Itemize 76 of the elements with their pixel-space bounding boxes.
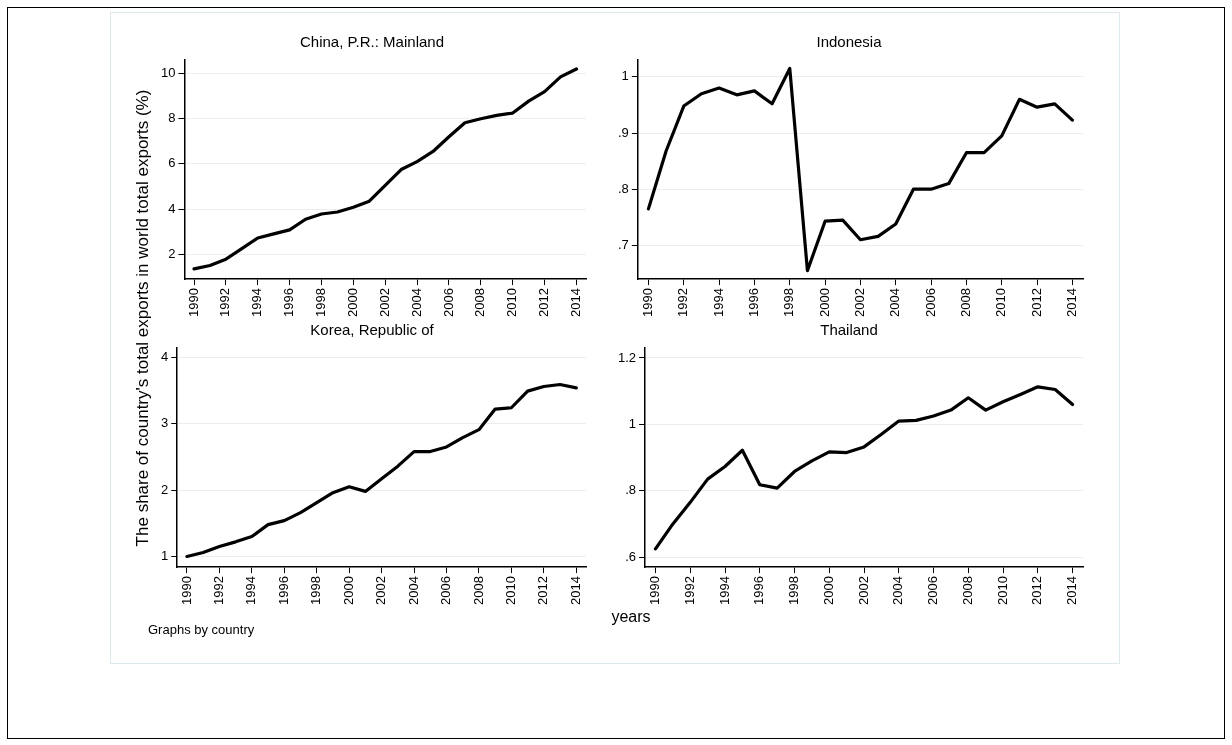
x-axis-title: years <box>611 608 651 626</box>
y-tick-label: .7 <box>618 236 629 252</box>
x-tick-label: 1994 <box>243 576 259 605</box>
text: Graphs by country <box>148 622 255 637</box>
x-tick-label: 2000 <box>816 288 832 317</box>
x-tick-label: 1990 <box>185 288 201 317</box>
y-tick-label: 4 <box>168 200 176 216</box>
x-tick-label: 2010 <box>993 288 1009 317</box>
y-tick-label: 10 <box>160 65 176 81</box>
x-tick-label: 2014 <box>568 288 584 317</box>
y-tick-label: 1 <box>161 548 169 564</box>
x-tick-label: 2008 <box>472 288 488 317</box>
x-tick-label: 2004 <box>890 576 906 605</box>
y-tick-label: .6 <box>625 548 637 564</box>
x-tick-label: 2012 <box>535 576 551 605</box>
x-tick-label: 1994 <box>249 288 265 317</box>
chart-title: China, P.R.: Mainland <box>300 33 444 51</box>
x-tick-label: 2012 <box>536 288 552 317</box>
x-tick-label: 2014 <box>567 576 583 605</box>
x-tick-label: 1992 <box>210 576 226 605</box>
x-tick-label: 2012 <box>1029 576 1045 605</box>
y-tick-label: .8 <box>618 180 629 196</box>
x-tick-label: 2008 <box>957 288 973 317</box>
x-tick-label: 2000 <box>344 288 360 317</box>
x-tick-label: 1990 <box>640 288 656 317</box>
x-tick-label: 1996 <box>275 576 291 605</box>
x-tick-label: 1994 <box>716 576 732 605</box>
x-tick-label: 1992 <box>217 288 233 317</box>
y-tick-label: 2 <box>168 245 176 261</box>
x-tick-label: 2014 <box>1064 576 1080 605</box>
x-tick-label: 1990 <box>647 576 663 605</box>
y-tick-label: 6 <box>168 155 176 171</box>
chart-title: Indonesia <box>816 33 883 51</box>
x-tick-label: 1998 <box>781 288 797 317</box>
x-tick-label: 1998 <box>313 288 329 317</box>
x-tick-label: 2008 <box>959 576 975 605</box>
y-tick-label: 1.2 <box>617 349 637 365</box>
x-tick-label: 2010 <box>504 288 520 317</box>
x-tick-label: 1998 <box>308 576 324 605</box>
x-tick-label: 1996 <box>746 288 762 317</box>
x-tick-label: 1990 <box>178 576 194 605</box>
x-tick-label: 2008 <box>470 576 486 605</box>
chart-title: Thailand <box>820 321 878 339</box>
x-tick-label: 2004 <box>408 288 424 317</box>
x-tick-label: 2004 <box>887 288 903 317</box>
x-tick-label: 2004 <box>405 576 421 605</box>
x-tick-label: 1998 <box>786 576 802 605</box>
x-tick-label: 2012 <box>1028 288 1044 317</box>
y-tick-label: 8 <box>168 110 176 126</box>
x-tick-label: 2006 <box>925 576 941 605</box>
y-tick-label: 2 <box>161 481 169 497</box>
y-tick-label: .9 <box>618 124 629 140</box>
x-tick-label: 2006 <box>922 288 938 317</box>
x-tick-label: 2002 <box>376 288 392 317</box>
x-tick-label: 2002 <box>852 288 867 317</box>
x-tick-label: 1992 <box>675 288 691 317</box>
x-tick-label: 2000 <box>820 576 836 605</box>
y-tick-label: 1 <box>621 68 629 84</box>
x-tick-label: 2002 <box>855 576 871 605</box>
x-tick-label: 1992 <box>681 576 697 605</box>
x-tick-label: 1996 <box>281 288 297 317</box>
x-tick-label: 2014 <box>1063 288 1079 317</box>
chart-title: Korea, Republic of <box>310 321 435 339</box>
x-tick-label: 2006 <box>440 288 456 317</box>
x-tick-label: 2002 <box>373 576 389 605</box>
y-tick-label: 3 <box>161 415 169 431</box>
x-tick-label: 1996 <box>751 576 767 605</box>
y-tick-label: 1 <box>628 415 637 431</box>
y-axis-title: The share of country's total exports in world total exports (%) <box>133 89 153 547</box>
x-tick-label: 2000 <box>340 576 356 605</box>
y-tick-label: 4 <box>161 348 169 364</box>
x-tick-label: 2010 <box>994 576 1010 605</box>
x-tick-label: 1994 <box>710 288 726 317</box>
y-tick-label: .8 <box>625 482 637 498</box>
x-tick-label: 2006 <box>438 576 454 605</box>
x-tick-label: 2010 <box>502 576 518 605</box>
